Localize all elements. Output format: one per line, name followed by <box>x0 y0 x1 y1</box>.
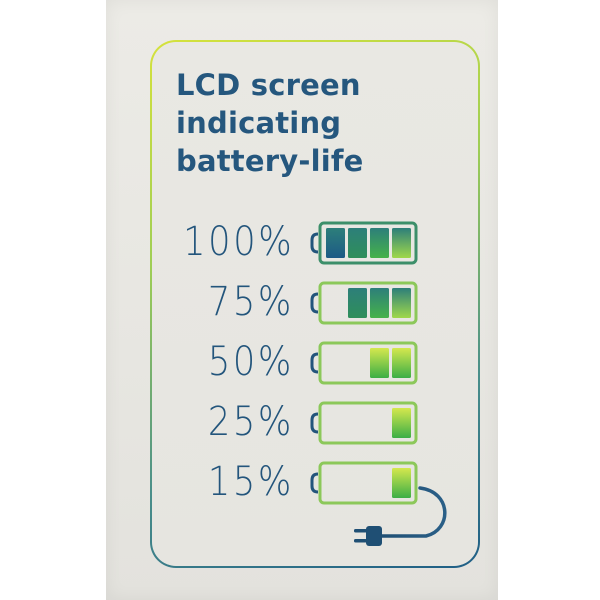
battery-cell <box>392 348 411 378</box>
battery-terminal <box>310 232 319 254</box>
battery-level-row: 50% <box>0 334 600 390</box>
panel-title: LCD screen indicating battery-life <box>176 66 456 180</box>
title-line-1: LCD screen <box>176 68 361 102</box>
battery-cell <box>392 408 411 438</box>
battery-icon <box>310 461 418 505</box>
battery-terminal <box>310 352 319 374</box>
battery-icon <box>310 221 418 265</box>
battery-cell <box>348 228 367 258</box>
battery-terminal <box>310 412 319 434</box>
battery-icon <box>310 401 418 445</box>
battery-cell <box>370 348 389 378</box>
battery-level-row: 75% <box>0 274 600 330</box>
battery-cell <box>370 228 389 258</box>
title-line-3: battery-life <box>176 144 364 178</box>
title-line-2: indicating <box>176 106 342 140</box>
battery-percentage-label: 75% <box>207 279 294 325</box>
battery-cell <box>392 288 411 318</box>
battery-level-row: 100% <box>0 214 600 270</box>
battery-icon <box>310 281 418 325</box>
plug-body <box>366 526 382 546</box>
battery-outline <box>318 461 418 505</box>
battery-terminal <box>310 292 319 314</box>
battery-percentage-label: 25% <box>207 399 294 445</box>
battery-icon <box>310 341 418 385</box>
battery-outline <box>318 341 418 385</box>
battery-terminal <box>310 472 319 494</box>
lcd-panel-frame <box>150 40 480 568</box>
battery-percentage-label: 50% <box>207 339 294 385</box>
plug-prong-top <box>354 529 367 533</box>
battery-outline <box>318 221 418 265</box>
power-plug-icon <box>354 486 447 546</box>
battery-cell <box>326 228 345 258</box>
plug-prong-bottom <box>354 539 367 543</box>
battery-outline <box>318 281 418 325</box>
battery-cell <box>370 288 389 318</box>
battery-cell <box>348 288 367 318</box>
battery-cell <box>392 468 411 498</box>
charger-cord <box>378 486 447 538</box>
battery-level-row: 25% <box>0 394 600 450</box>
battery-percentage-label: 15% <box>207 459 294 505</box>
battery-cell <box>392 228 411 258</box>
battery-percentage-label: 100% <box>183 219 295 265</box>
battery-outline <box>318 401 418 445</box>
battery-level-row: 15% <box>0 454 600 510</box>
